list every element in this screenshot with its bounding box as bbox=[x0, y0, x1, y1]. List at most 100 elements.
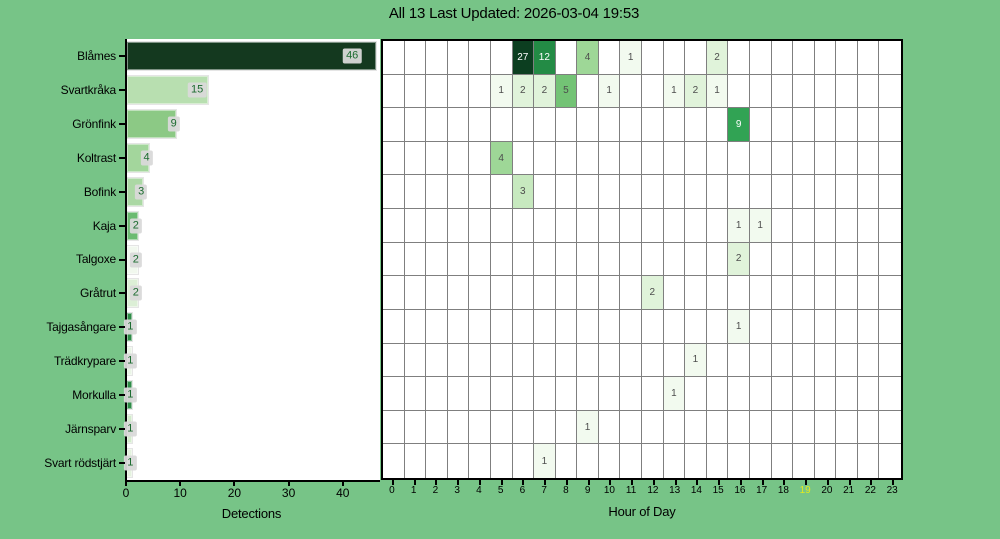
heatmap-cell bbox=[879, 243, 901, 277]
heatmap-cell bbox=[577, 343, 599, 378]
heatmap-cell bbox=[814, 276, 837, 310]
heatmap-cell bbox=[555, 276, 578, 310]
hour-tick-mark bbox=[652, 480, 655, 485]
heatmap-cell bbox=[405, 444, 427, 478]
hour-tick-mark bbox=[761, 480, 764, 485]
heatmap-cell bbox=[512, 141, 535, 176]
heatmap-cell bbox=[836, 309, 858, 344]
species-label: Svart rödstjärt bbox=[44, 456, 116, 471]
y-tick-mark bbox=[119, 394, 125, 397]
hour-axis: 0 1 2 3 4 5 6 7 8 9 10 11 12 13 14 15 16 17 18 19 20 21 22 23 bbox=[381, 485, 903, 498]
heatmap-cell bbox=[556, 444, 578, 478]
heatmap-cell bbox=[685, 377, 707, 411]
heatmap-cell bbox=[426, 276, 448, 310]
heatmap-cell bbox=[642, 175, 664, 210]
hour-tick-label: 15 bbox=[712, 485, 724, 496]
heatmap-cell bbox=[426, 141, 448, 176]
heatmap-cell bbox=[814, 74, 837, 109]
heatmap-cell bbox=[663, 209, 686, 243]
heatmap-cell bbox=[706, 175, 729, 210]
heatmap-cell bbox=[447, 410, 470, 445]
y-tick-mark bbox=[119, 224, 125, 227]
bar-value-label: 2 bbox=[129, 285, 142, 301]
heatmap-cell bbox=[857, 141, 880, 176]
heatmap-cell bbox=[857, 377, 880, 411]
heatmap-cell bbox=[555, 209, 578, 243]
hour-tick-mark bbox=[826, 480, 829, 485]
hour-tick-mark bbox=[500, 480, 503, 485]
heatmap-cell bbox=[793, 309, 815, 344]
heatmap-cell bbox=[404, 377, 427, 411]
heatmap-cell: 5 bbox=[555, 74, 578, 109]
heatmap-cell bbox=[749, 74, 772, 109]
heatmap-cell bbox=[598, 242, 621, 277]
heatmap-cell bbox=[879, 142, 901, 176]
heatmap-cell bbox=[620, 343, 642, 378]
heatmap-cell bbox=[793, 242, 815, 277]
hour-tick-mark bbox=[391, 480, 394, 485]
heatmap-cell bbox=[426, 377, 448, 411]
heatmap-cell bbox=[857, 108, 880, 142]
hour-tick-label: 4 bbox=[476, 485, 482, 496]
heatmap-cell bbox=[728, 343, 750, 378]
heatmap-cell bbox=[793, 343, 815, 378]
bar-value-label: 4 bbox=[140, 150, 153, 166]
hour-tick-mark bbox=[413, 480, 416, 485]
heatmap-cell bbox=[447, 309, 470, 344]
heatmap-cell bbox=[728, 377, 750, 411]
heatmap-cell bbox=[490, 41, 513, 75]
heatmap-cell bbox=[598, 377, 621, 411]
heatmap-cell bbox=[685, 309, 707, 344]
bar-value-label: 2 bbox=[129, 218, 142, 234]
heatmap-cell bbox=[857, 276, 880, 310]
heatmap-cell bbox=[555, 309, 578, 344]
heatmap-cell bbox=[534, 175, 556, 210]
heatmap-cell bbox=[836, 41, 858, 75]
heatmap-cell bbox=[879, 209, 901, 243]
heatmap-cell bbox=[620, 175, 642, 210]
heatmap-cell bbox=[879, 344, 901, 378]
heatmap-cell bbox=[513, 444, 535, 478]
x-tick-mark bbox=[287, 481, 290, 486]
heatmap-cell bbox=[814, 410, 837, 445]
species-label: Järnsparv bbox=[65, 422, 116, 437]
heatmap-cell bbox=[534, 410, 556, 445]
heatmap-cell bbox=[814, 141, 837, 176]
x-axis-label-hour-of-day: Hour of Day bbox=[608, 504, 676, 519]
heatmap-cell bbox=[447, 209, 470, 243]
heatmap-cell bbox=[663, 343, 686, 378]
hour-tick-mark bbox=[565, 480, 568, 485]
heatmap-cell bbox=[749, 108, 772, 142]
species-label: Kaja bbox=[92, 218, 116, 233]
hour-tick-mark bbox=[609, 480, 612, 485]
hour-tick-label: 23 bbox=[886, 485, 898, 496]
heatmap-cell: 1 bbox=[728, 309, 750, 344]
heatmap-cell bbox=[793, 410, 815, 445]
heatmap-cell bbox=[771, 108, 794, 142]
heatmap-cell bbox=[555, 377, 578, 411]
y-tick-mark bbox=[119, 190, 125, 193]
heatmap-cell bbox=[814, 41, 837, 75]
heatmap-cell bbox=[404, 410, 427, 445]
heatmap-cell bbox=[447, 377, 470, 411]
y-tick-mark bbox=[119, 88, 125, 91]
heatmap-cell bbox=[577, 141, 599, 176]
species-label: Talgoxe bbox=[76, 252, 116, 267]
heatmap-cell bbox=[857, 74, 880, 109]
heatmap-cell bbox=[771, 343, 794, 378]
heatmap-cell bbox=[447, 141, 470, 176]
heatmap-cell bbox=[512, 377, 535, 411]
heatmap-cell bbox=[728, 141, 750, 176]
hour-tick-mark bbox=[457, 480, 460, 485]
heatmap-cell bbox=[793, 74, 815, 109]
heatmap-cell bbox=[749, 343, 772, 378]
y-tick-mark bbox=[119, 258, 125, 261]
heatmap-cell bbox=[706, 242, 729, 277]
heatmap-cell bbox=[685, 209, 707, 243]
heatmap-cell bbox=[426, 108, 448, 142]
heatmap-cell: 1 bbox=[577, 410, 599, 445]
heatmap-cell bbox=[404, 41, 427, 75]
heatmap-cell bbox=[534, 242, 556, 277]
hour-tick-label: 12 bbox=[647, 485, 659, 496]
heatmap-cell bbox=[534, 377, 556, 411]
